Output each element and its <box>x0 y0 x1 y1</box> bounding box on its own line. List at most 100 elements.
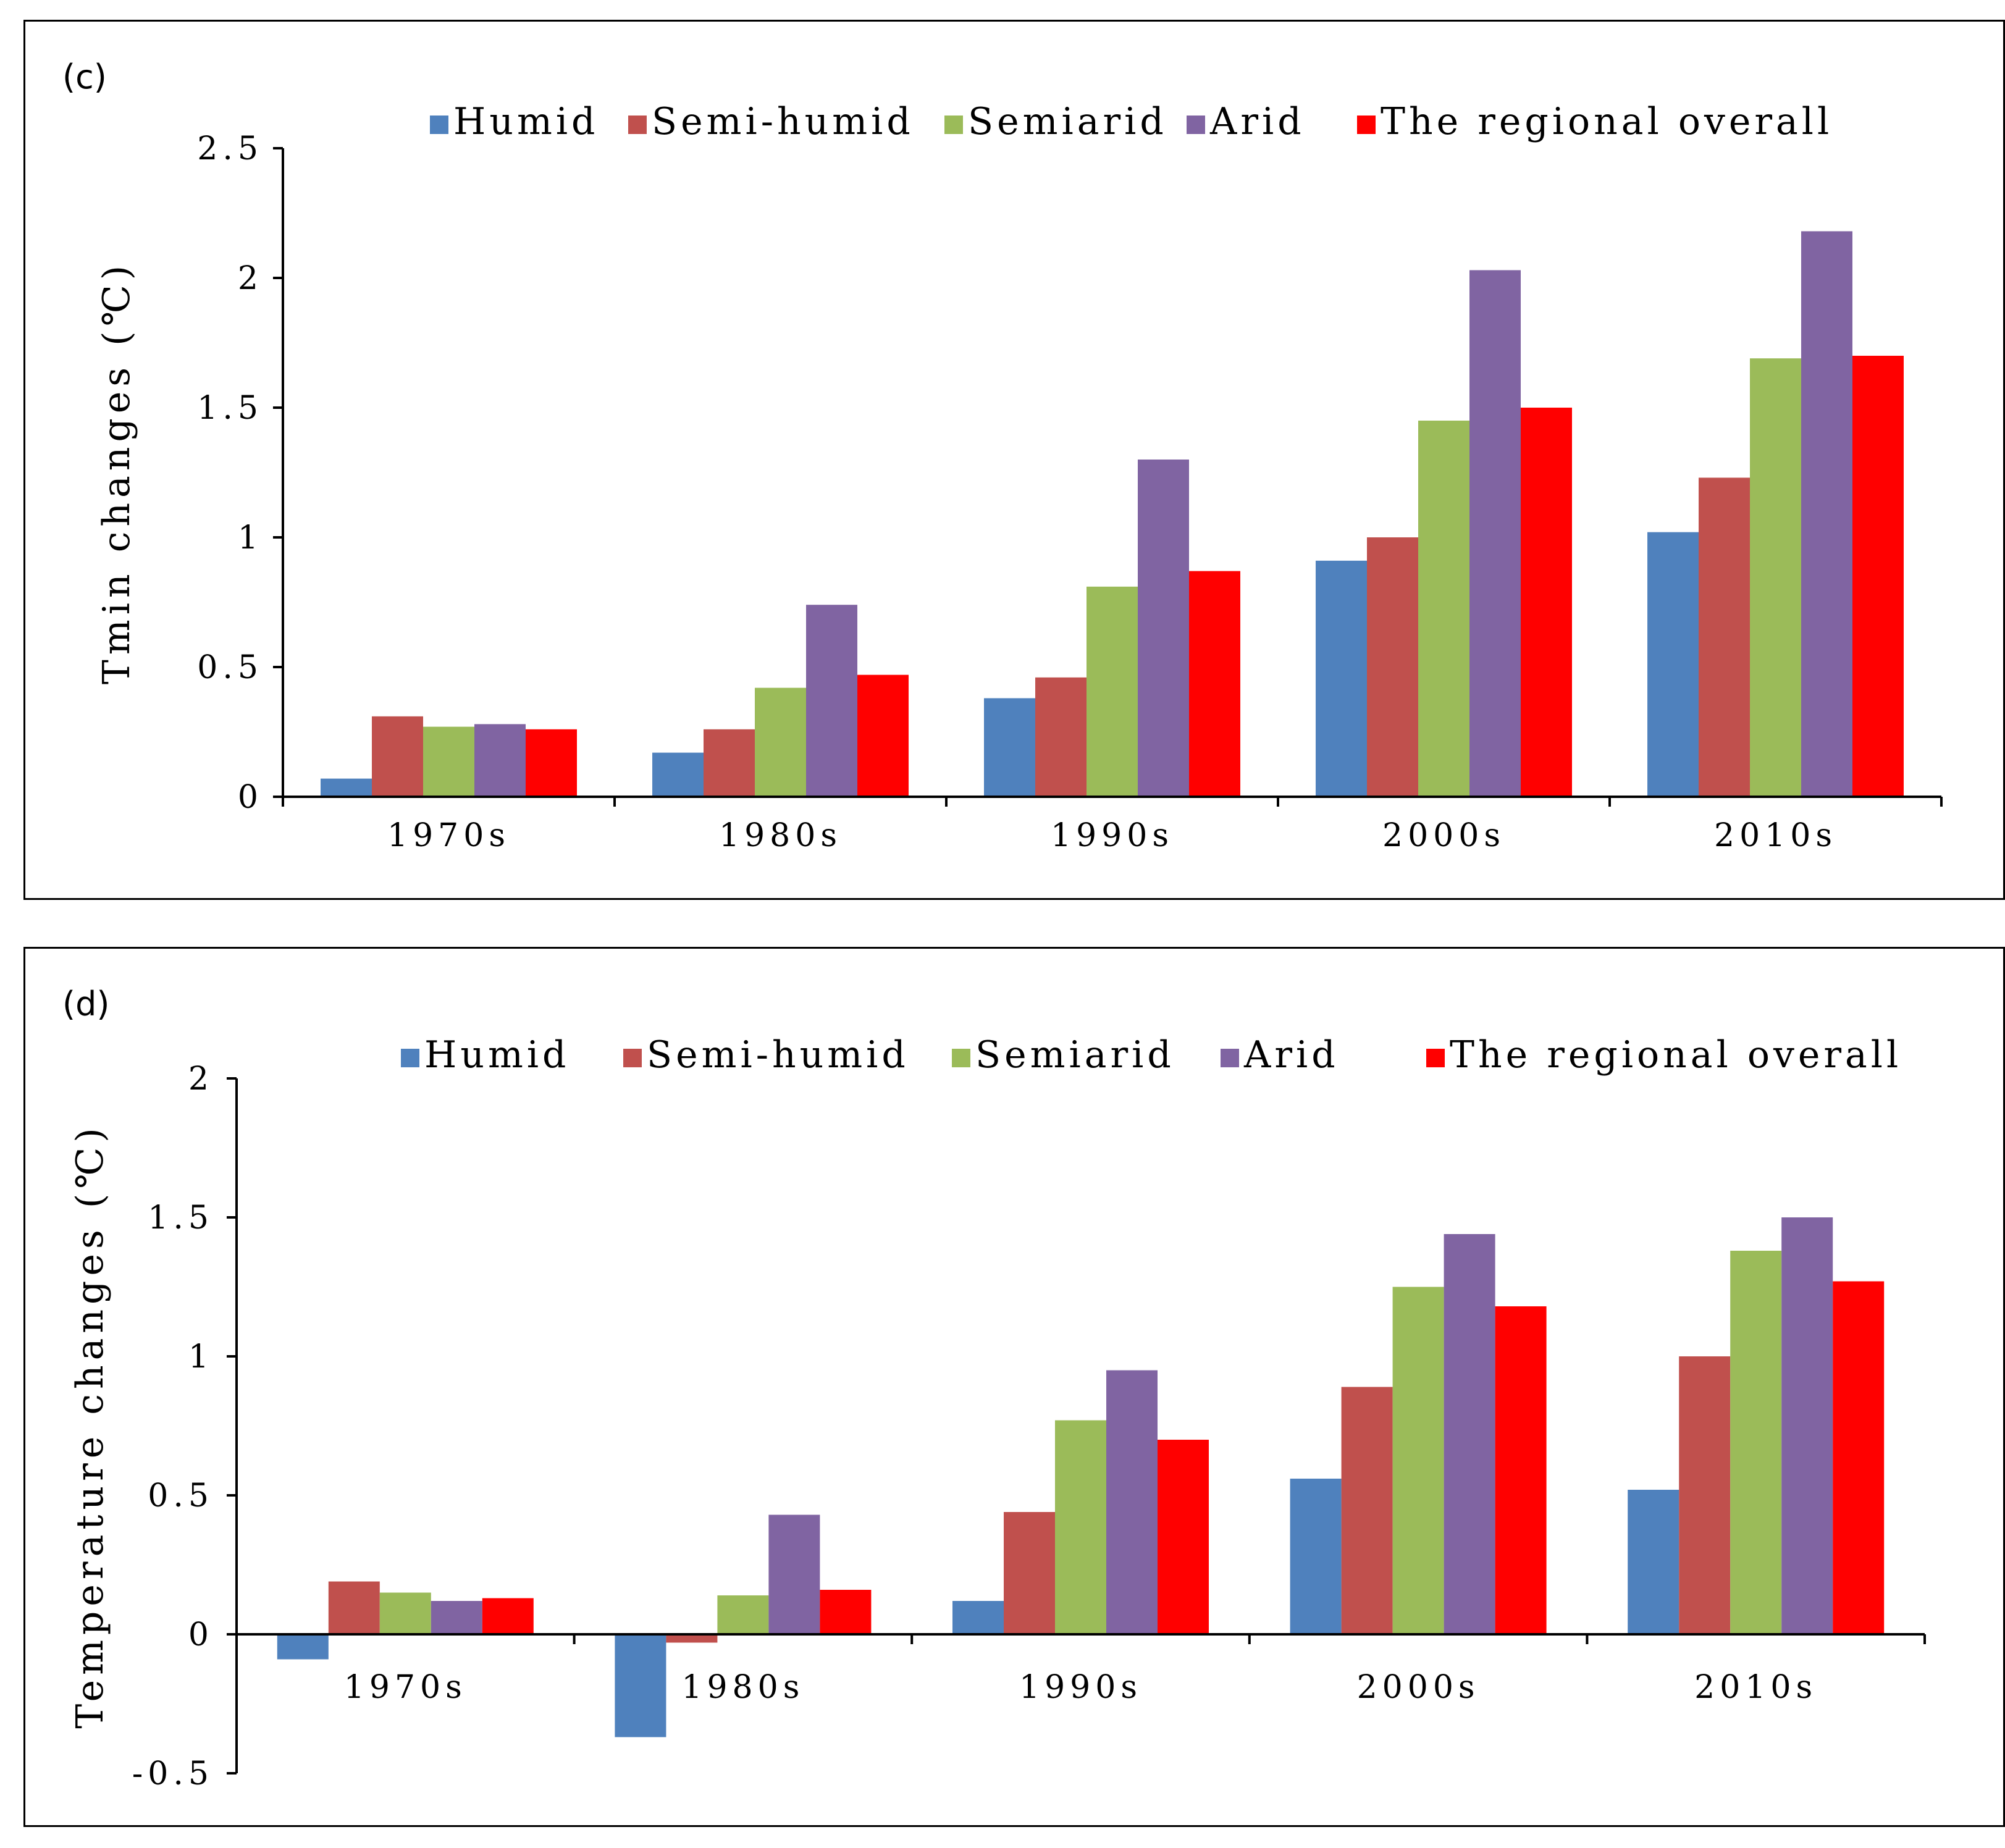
chart-c-y-tick-label: 0 <box>238 779 263 816</box>
chart-d-y-tick-label: 0.5 <box>148 1477 214 1514</box>
chart-d-bar-semi-humid-1970s <box>328 1581 380 1634</box>
chart-d-legend-label-semi-humid: Semi-humid <box>647 1033 909 1077</box>
chart-c-bar-humid-2000s <box>1316 560 1367 797</box>
chart-c-svg: (c) 0 0.5 1 1.5 2 2.5 1970s 1980s 1990s 2000s 2010… <box>62 57 1943 854</box>
chart-c-bar-arid-1990s <box>1138 460 1189 797</box>
chart-c-bar-semi-humid-1970s <box>372 716 423 797</box>
chart-c-bar-the-regional-overall-2010s <box>1852 356 1904 797</box>
chart-d-legend-swatch-semiarid <box>952 1049 970 1067</box>
chart-d-bar-arid-1990s <box>1106 1370 1158 1634</box>
chart-c-bar-semi-humid-1990s <box>1035 677 1087 797</box>
chart-d-bar-arid-1970s <box>431 1601 482 1634</box>
chart-d-bar-semi-humid-1980s <box>666 1634 718 1643</box>
chart-c-category-label: 1990s <box>1051 817 1174 854</box>
chart-d-bar-semi-humid-2010s <box>1679 1356 1731 1634</box>
chart-c-bar-the-regional-overall-2000s <box>1521 408 1572 797</box>
chart-c-bar-arid-2010s <box>1801 231 1852 797</box>
chart-c-bar-semiarid-1980s <box>755 687 806 797</box>
chart-d-category-label: 1970s <box>344 1669 467 1706</box>
chart-d-bar-arid-2010s <box>1781 1217 1833 1634</box>
chart-c-legend-swatch-the-regional-overall <box>1357 116 1376 134</box>
chart-d-y-tick-label: 1.5 <box>148 1199 214 1237</box>
chart-d-bar-semi-humid-2000s <box>1341 1387 1393 1634</box>
chart-d-legend-label-semiarid: Semiarid <box>975 1033 1175 1077</box>
chart-c-y-tick-label: 0.5 <box>197 649 263 686</box>
chart-d-bar-arid-2000s <box>1444 1234 1495 1634</box>
chart-c-legend-label-arid: Arid <box>1209 100 1305 143</box>
chart-c-y-axis-title: Tmin changes (℃) <box>95 261 138 684</box>
chart-d-category-label: 2000s <box>1357 1669 1480 1706</box>
chart-d-category-label: 1980s <box>681 1669 804 1706</box>
chart-d-legend-swatch-semi-humid <box>623 1049 642 1067</box>
chart-d-bar-semiarid-1970s <box>379 1592 431 1634</box>
chart-d-y-tick-label: 0 <box>188 1616 214 1653</box>
chart-d-bar-the-regional-overall-1970s <box>482 1598 534 1634</box>
chart-c-bar-arid-2000s <box>1469 270 1521 797</box>
chart-d-y-tick-label: -0.5 <box>132 1755 214 1792</box>
chart-c-y-tick-label: 1 <box>238 519 263 556</box>
panel-label-d: (d) <box>62 985 109 1023</box>
chart-c-bar-humid-1970s <box>321 778 372 797</box>
chart-d-legend-label-humid: Humid <box>424 1033 570 1077</box>
chart-c-legend-label-the-regional-overall: The regional overall <box>1381 100 1833 143</box>
chart-c-bar-humid-1990s <box>984 698 1035 797</box>
chart-d-bar-humid-2010s <box>1628 1490 1679 1634</box>
chart-d-bar-humid-2000s <box>1290 1479 1342 1634</box>
chart-c-y-tick-label: 2.5 <box>197 130 263 167</box>
chart-d-bar-humid-1970s <box>277 1634 329 1660</box>
chart-d-bar-humid-1990s <box>952 1601 1004 1634</box>
chart-c-bar-arid-1970s <box>474 724 526 797</box>
chart-d-bar-semiarid-1980s <box>717 1595 769 1634</box>
chart-c-bar-semiarid-2010s <box>1750 358 1801 797</box>
chart-d-category-label: 2010s <box>1694 1669 1817 1706</box>
chart-d-bar-semiarid-2010s <box>1730 1251 1782 1634</box>
chart-panel-d: (d) -0.5 0 0.5 1 1.5 2 1970s 1980s 1990s 2000s 201… <box>23 947 2005 1827</box>
chart-d-category-label: 1990s <box>1019 1669 1142 1706</box>
panel-label-c: (c) <box>62 57 107 96</box>
chart-d-y-tick-label: 2 <box>188 1060 214 1098</box>
chart-d-bar-semiarid-1990s <box>1055 1420 1106 1634</box>
chart-d-bar-the-regional-overall-2000s <box>1495 1306 1547 1634</box>
chart-c-bar-the-regional-overall-1970s <box>526 729 577 797</box>
chart-c-bar-semi-humid-2000s <box>1367 537 1418 797</box>
chart-c-bar-semi-humid-2010s <box>1699 477 1750 797</box>
chart-d-legend-label-the-regional-overall: The regional overall <box>1450 1033 1902 1077</box>
chart-c-legend-swatch-semi-humid <box>628 116 647 134</box>
chart-c-legend-swatch-arid <box>1187 116 1205 134</box>
chart-c-category-label: 2000s <box>1382 817 1505 854</box>
chart-c-legend-label-humid: Humid <box>453 100 599 143</box>
chart-d-bar-semi-humid-1990s <box>1004 1512 1055 1634</box>
chart-d-bar-the-regional-overall-2010s <box>1833 1281 1885 1634</box>
chart-c-category-label: 1980s <box>719 817 842 854</box>
chart-d-bar-semiarid-2000s <box>1392 1287 1444 1634</box>
chart-c-bar-humid-2010s <box>1647 532 1699 797</box>
chart-c-legend-label-semi-humid: Semi-humid <box>652 100 914 143</box>
chart-d-bar-humid-1980s <box>615 1634 666 1737</box>
chart-d-y-tick-label: 1 <box>188 1338 214 1376</box>
chart-c-bar-humid-1980s <box>652 752 704 797</box>
chart-c-bar-semiarid-1990s <box>1087 586 1138 797</box>
chart-d-bar-arid-1980s <box>768 1514 820 1634</box>
chart-c-category-label: 1970s <box>387 817 510 854</box>
chart-c-bar-semiarid-1970s <box>423 726 474 797</box>
chart-c-bar-arid-1980s <box>806 605 857 797</box>
chart-c-legend-swatch-semiarid <box>944 116 963 134</box>
chart-c-category-label: 2010s <box>1714 817 1837 854</box>
chart-c-bar-semi-humid-1980s <box>704 729 755 797</box>
chart-d-y-axis-title: Temperature changes (℃) <box>69 1123 112 1729</box>
chart-c-bar-the-regional-overall-1980s <box>857 674 909 797</box>
chart-c-y-tick-label: 1.5 <box>197 390 263 427</box>
chart-c-bar-the-regional-overall-1990s <box>1189 571 1240 797</box>
chart-d-bar-the-regional-overall-1990s <box>1158 1440 1209 1634</box>
chart-panel-c: (c) 0 0.5 1 1.5 2 2.5 1970s 1980s 1990s 2000s 2010… <box>23 20 2005 900</box>
chart-d-bar-the-regional-overall-1980s <box>820 1590 872 1634</box>
chart-d-legend-swatch-the-regional-overall <box>1426 1049 1445 1067</box>
chart-c-y-tick-label: 2 <box>238 260 263 297</box>
chart-d-svg: (d) -0.5 0 0.5 1 1.5 2 1970s 1980s 1990s 2000s 201… <box>62 985 1926 1792</box>
chart-c-bar-semiarid-2000s <box>1418 421 1469 797</box>
chart-c-legend-label-semiarid: Semiarid <box>968 100 1167 143</box>
chart-d-legend-swatch-arid <box>1221 1049 1239 1067</box>
chart-c-legend-swatch-humid <box>430 116 448 134</box>
chart-d-legend-swatch-humid <box>401 1049 419 1067</box>
chart-d-legend-label-arid: Arid <box>1243 1033 1339 1077</box>
